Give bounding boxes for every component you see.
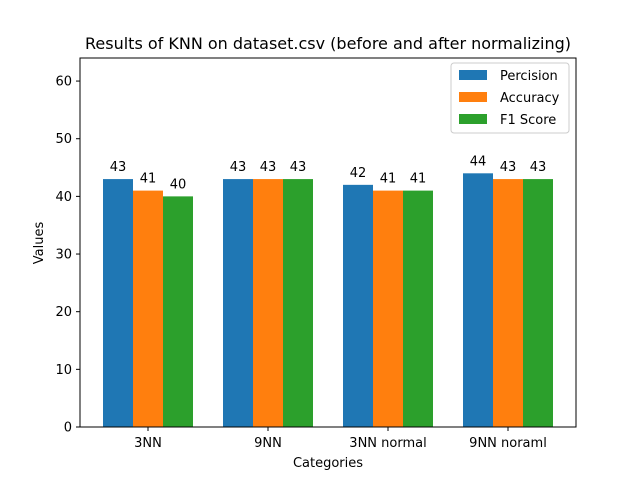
bar-value-label: 44 (470, 154, 487, 169)
bar-value-label: 42 (350, 166, 367, 181)
y-tick-label: 10 (55, 363, 72, 378)
x-tick-label: 9NN noraml (469, 436, 547, 451)
bar-value-label: 41 (140, 172, 157, 187)
bar-f1-score-2 (403, 190, 433, 427)
bar-accuracy-2 (373, 190, 403, 427)
bar-percision-0 (103, 179, 133, 427)
bar-accuracy-0 (133, 190, 163, 427)
bar-accuracy-3 (493, 179, 523, 427)
x-tick-label: 3NN normal (349, 436, 426, 451)
chart-title: Results of KNN on dataset.csv (before an… (85, 34, 571, 53)
bars-group (103, 173, 553, 427)
y-tick-label: 0 (64, 421, 72, 436)
legend-swatch (459, 70, 487, 80)
x-axis: 3NN 9NN 3NN normal 9NN noraml (134, 427, 547, 451)
y-axis: 0 10 20 30 40 50 60 (55, 75, 80, 436)
bar-percision-3 (463, 173, 493, 427)
legend-label: Accuracy (500, 91, 560, 106)
legend-label: F1 Score (500, 113, 556, 128)
bar-value-label: 43 (500, 160, 517, 175)
plot-frame (79, 57, 577, 428)
bar-f1-score-3 (523, 179, 553, 427)
bar-value-label: 41 (410, 172, 427, 187)
bar-value-label: 43 (260, 160, 277, 175)
x-tick-label: 9NN (254, 436, 282, 451)
x-axis-label: Categories (293, 456, 363, 471)
y-tick-label: 60 (55, 75, 72, 90)
x-tick-label: 3NN (134, 436, 162, 451)
bar-value-label: 43 (290, 160, 307, 175)
bar-f1-score-0 (163, 196, 193, 427)
bar-percision-2 (343, 184, 373, 427)
y-axis-label: Values (32, 222, 47, 265)
legend: Percision Accuracy F1 Score (450, 62, 570, 134)
bar-value-label: 43 (110, 160, 127, 175)
legend-label: Percision (500, 69, 558, 84)
legend-swatch (459, 114, 487, 124)
bar-value-label: 40 (170, 177, 187, 192)
y-tick-label: 30 (55, 248, 72, 263)
legend-swatch (459, 92, 487, 102)
y-tick-label: 50 (55, 132, 72, 147)
y-tick-label: 40 (55, 190, 72, 205)
bar-labels-group: 43 43 42 44 41 43 41 43 40 43 41 43 (110, 154, 547, 192)
bar-f1-score-1 (283, 179, 313, 427)
bar-accuracy-1 (253, 179, 283, 427)
bar-value-label: 43 (230, 160, 247, 175)
bar-percision-1 (223, 179, 253, 427)
bar-value-label: 43 (530, 160, 547, 175)
y-tick-label: 20 (55, 305, 72, 320)
bar-value-label: 41 (380, 172, 397, 187)
